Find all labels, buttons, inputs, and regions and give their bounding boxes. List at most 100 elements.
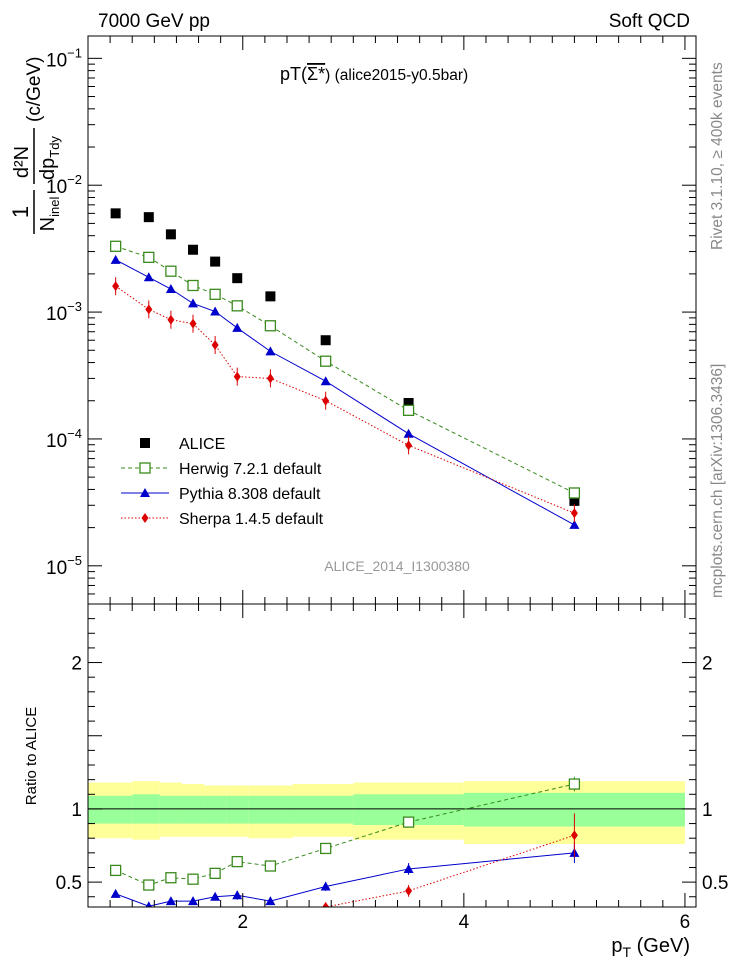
main-y-tick-label: 10−2 xyxy=(46,172,82,198)
ratio-band-green xyxy=(204,795,227,824)
sherpa-ratio-point xyxy=(167,920,174,930)
sherpa-ratio-point xyxy=(145,922,152,932)
main-y-tick-base: 10 xyxy=(46,50,67,71)
alice-main-point xyxy=(110,208,121,219)
pythia-main-point xyxy=(110,254,121,264)
pythia-main-point xyxy=(165,284,176,294)
analysis-watermark: ALICE_2014_I1300380 xyxy=(324,558,470,574)
sherpa-main-point xyxy=(211,340,219,351)
alice-main-point xyxy=(320,335,331,346)
alice-main-point xyxy=(165,229,176,240)
main-y-tick-base: 10 xyxy=(46,304,67,325)
herwig-ratio-point xyxy=(568,778,581,790)
herwig-main-point xyxy=(187,279,199,292)
alice-main-point xyxy=(143,212,154,223)
main-plot-panel: 10−510−410−310−210−1 pT(Σ*) (alice2015-y… xyxy=(8,35,697,605)
sherpa-ratio-point xyxy=(112,911,119,921)
herwig-ratio-point xyxy=(109,864,122,877)
sherpa-main-point xyxy=(112,281,120,292)
sherpa-ratio-point xyxy=(405,885,413,896)
sherpa-ratio-point xyxy=(570,830,578,841)
sherpa-main-point xyxy=(233,371,241,382)
pythia-main-line xyxy=(115,259,575,526)
herwig-main-point xyxy=(402,404,415,417)
y-label-num: d²N xyxy=(11,146,33,178)
ratio-y-tick-label-right: 2 xyxy=(702,654,713,675)
legend-sherpa-label: Sherpa 1.4.5 default xyxy=(179,511,324,528)
plot-title-particle: Σ* xyxy=(307,64,325,84)
main-y-tick-label: 10−3 xyxy=(46,299,82,325)
alice-main-point xyxy=(403,398,414,409)
y-label-n: Ninel xyxy=(37,197,62,232)
sherpa-ratio-point xyxy=(322,902,330,907)
herwig-ratio-point xyxy=(264,860,277,872)
pythia-main-point xyxy=(320,376,331,386)
plot-title: pT(Σ*) (alice2015-y0.5bar) xyxy=(280,64,468,84)
pythia-ratio-point xyxy=(232,890,243,900)
main-y-tick-exp: −5 xyxy=(67,553,82,568)
pythia-main-point xyxy=(232,322,243,332)
sherpa-ratio-point xyxy=(212,918,219,928)
main-y-tick-exp: −1 xyxy=(67,45,82,60)
ratio-band-green xyxy=(248,795,293,824)
main-y-axis-label: 1 Ninel d²N dpTdy (c/GeV) xyxy=(8,57,62,234)
alice-main-point xyxy=(265,291,276,302)
sherpa-main-point xyxy=(405,440,413,451)
ratio-uncertainty-bands xyxy=(88,781,696,845)
y-label-den-main: dp xyxy=(37,158,59,180)
alice-main-point xyxy=(188,244,199,255)
pythia-main-point xyxy=(210,306,221,316)
herwig-main-point xyxy=(209,288,221,300)
pythia-ratio-point xyxy=(403,863,414,873)
sherpa-main-point xyxy=(145,304,153,315)
plot-title-suffix: ) (alice2015-y0.5bar) xyxy=(325,67,468,84)
plot-title-prefix: pT( xyxy=(280,64,307,84)
pythia-ratio-point xyxy=(210,891,221,901)
pythia-ratio-point xyxy=(145,901,152,907)
herwig-ratio-point xyxy=(402,816,415,828)
herwig-main-point xyxy=(568,487,581,499)
alice-main-point xyxy=(210,256,221,267)
herwig-ratio-point xyxy=(320,842,332,855)
sherpa-ratio-point xyxy=(190,912,197,922)
ratio-x-tick-label: 4 xyxy=(459,912,470,933)
ratio-y-tick-label-right: 0.5 xyxy=(702,873,728,894)
ratio-band-green xyxy=(159,795,182,824)
y-label-n-main: N xyxy=(37,217,59,231)
alice-main-point xyxy=(569,495,580,506)
y-label-den: dpTdy xyxy=(37,136,62,180)
ratio-x-tick-label: 2 xyxy=(237,912,248,933)
process-label: Soft QCD xyxy=(609,11,690,32)
sherpa-main-point xyxy=(189,318,197,329)
pythia-main-point xyxy=(569,519,580,529)
sherpa-main-point xyxy=(322,395,330,406)
y-label-den-sub2: dy xyxy=(47,136,62,150)
ratio-plot-panel: 0.5 0.5 1 1 2 2 2 4 6 Ratio to ALICE pT (GeV) xyxy=(23,603,728,960)
y-label-n-sub: inel xyxy=(47,197,62,217)
pythia-main-point xyxy=(403,428,414,438)
legend-alice-label: ALICE xyxy=(179,436,225,453)
herwig-main-point xyxy=(109,240,122,252)
herwig-main-point xyxy=(320,355,332,367)
main-y-tick-exp: −3 xyxy=(67,299,82,314)
herwig-ratio-point xyxy=(143,879,155,891)
legend-alice-marker xyxy=(140,438,150,448)
herwig-ratio-point xyxy=(209,867,221,879)
sherpa-main-point xyxy=(167,314,175,325)
alice-main-point xyxy=(232,273,243,284)
pythia-main-point xyxy=(188,298,199,308)
sherpa-main-point xyxy=(266,373,274,384)
ratio-y-tick-label-left: 2 xyxy=(71,654,82,675)
herwig-ratio-point xyxy=(165,872,177,884)
x-axis-label: pT (GeV) xyxy=(611,935,690,960)
pythia-ratio-point xyxy=(110,888,121,898)
ratio-band-green xyxy=(181,795,205,824)
ratio-band-green xyxy=(292,795,354,824)
herwig-main-line xyxy=(115,245,575,494)
main-y-tick-base: 10 xyxy=(46,558,67,579)
sherpa-main-point xyxy=(570,508,578,519)
ratio-y-tick-label-left: 1 xyxy=(71,800,82,821)
ratio-band-green xyxy=(226,795,249,824)
ratio-plot-frame xyxy=(87,603,697,908)
